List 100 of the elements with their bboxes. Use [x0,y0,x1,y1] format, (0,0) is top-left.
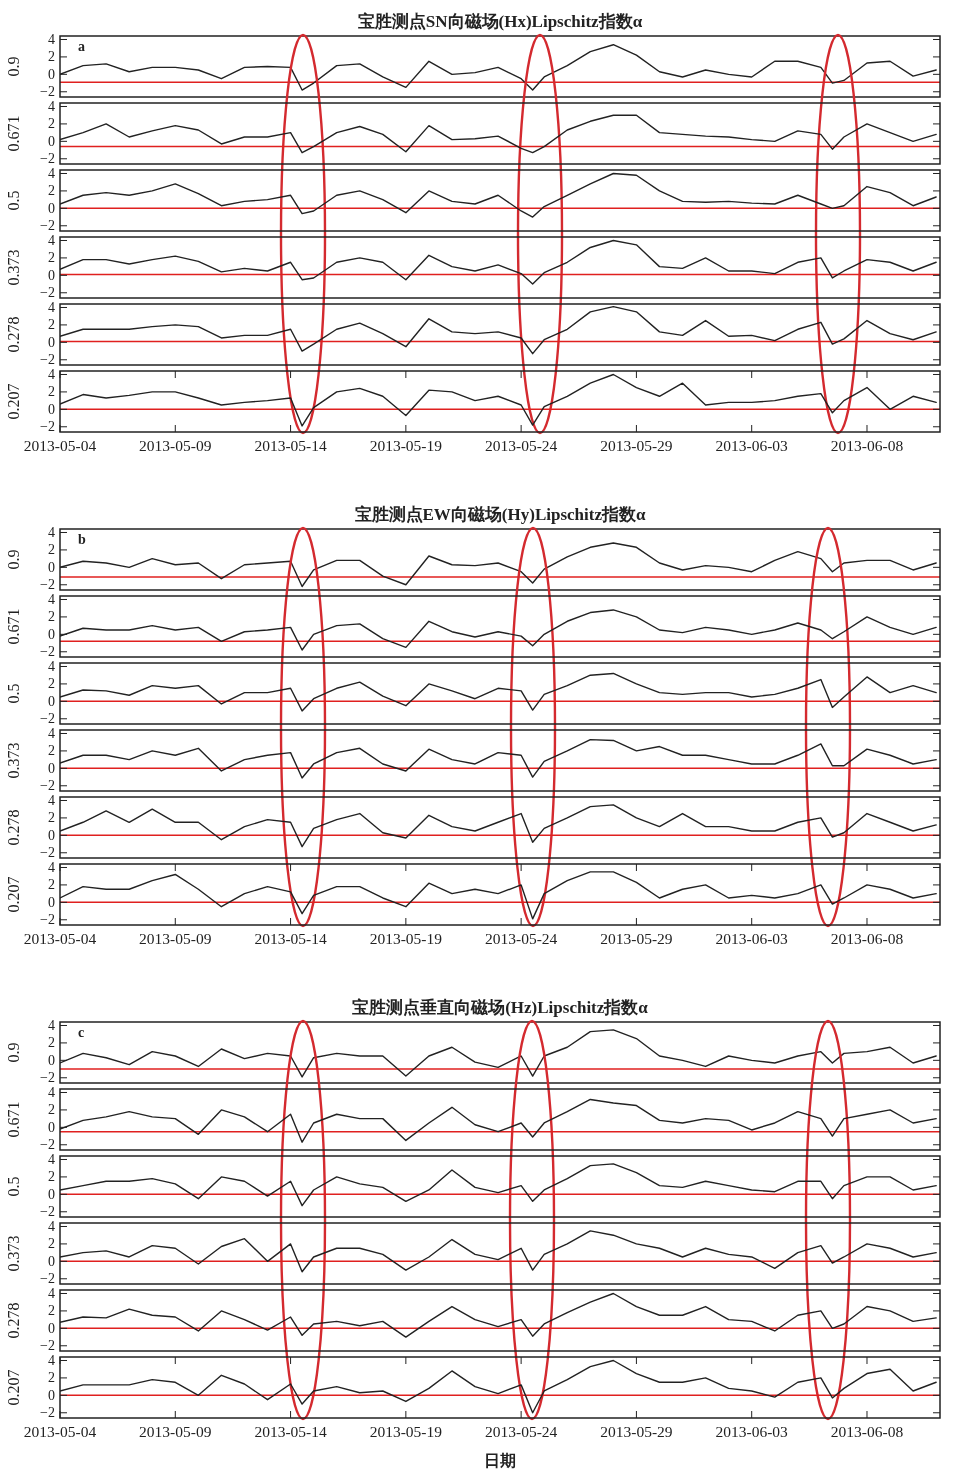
y-tick-label: 2 [48,1303,55,1319]
y-tick-label: −2 [40,419,55,435]
x-tick-label: 2013-05-29 [600,437,673,454]
y-tick-label: −2 [40,912,55,928]
y-tick-label: 0 [48,1253,55,1269]
x-tick-label: 2013-06-08 [830,1423,904,1440]
y-tick-label: 4 [48,725,55,741]
annotation: a [78,39,85,54]
y-axis-title: 0.207 [5,1369,22,1406]
y-axis-title: 0.5 [5,683,22,704]
y-axis-title: 0.9 [5,1042,22,1063]
x-tick-label: 2013-05-04 [23,1423,97,1440]
y-tick-label: 0 [48,401,55,417]
y-tick-label: 2 [48,1102,55,1118]
y-tick-label: 0 [48,334,55,350]
y-tick-label: 0 [48,133,55,149]
y-axis-title: 0.207 [5,876,22,913]
x-tick-label: 2013-05-24 [484,930,558,947]
y-tick-label: 0 [48,894,55,910]
y-tick-label: −2 [40,1204,55,1220]
y-tick-label: 4 [48,1151,55,1167]
y-tick-label: 0 [48,267,55,283]
y-tick-label: 2 [48,1370,55,1386]
y-tick-label: 4 [48,591,55,607]
x-tick-label: 2013-05-14 [254,930,327,947]
y-axis-title: 0.373 [5,742,22,779]
y-axis-title: 0.278 [5,1302,22,1339]
x-tick-label: 2013-05-14 [254,437,327,454]
chart-title: 宝胜测点SN向磁场(Hx)Lipschitz指数α [357,12,643,31]
x-tick-label: 2013-05-24 [484,1423,558,1440]
y-tick-label: −2 [40,778,55,794]
y-tick-label: −2 [40,84,55,100]
x-tick-label: 2013-05-19 [369,1423,443,1440]
x-tick-label: 2013-05-19 [369,437,443,454]
x-tick-label: 2013-06-03 [715,1423,789,1440]
y-tick-label: 4 [48,1218,55,1234]
annotation: b [78,532,86,547]
y-axis-title: 0.207 [5,383,22,420]
y-tick-label: 2 [48,1035,55,1051]
y-tick-label: 4 [48,31,55,47]
y-tick-label: 4 [48,1017,55,1033]
x-tick-label: 2013-05-09 [139,1423,212,1440]
y-tick-label: 4 [48,299,55,315]
y-axis-title: 0.671 [5,608,22,645]
y-tick-label: 0 [48,693,55,709]
x-tick-label: 2013-05-29 [600,1423,673,1440]
x-tick-label: 2013-05-04 [23,930,97,947]
y-tick-label: 2 [48,49,55,65]
x-tick-label: 2013-05-19 [369,930,443,947]
y-tick-label: 2 [48,317,55,333]
y-tick-label: 2 [48,676,55,692]
x-tick-label: 2013-05-04 [23,437,97,454]
y-tick-label: 4 [48,165,55,181]
y-tick-label: −2 [40,218,55,234]
x-axis-title: 日期 [484,1452,516,1469]
y-tick-label: 4 [48,658,55,674]
y-tick-label: −2 [40,1271,55,1287]
y-tick-label: −2 [40,845,55,861]
y-tick-label: 2 [48,609,55,625]
y-axis-title: 0.5 [5,1176,22,1197]
y-tick-label: 0 [48,626,55,642]
x-tick-label: 2013-06-03 [715,930,789,947]
y-tick-label: 2 [48,743,55,759]
y-tick-label: 4 [48,1352,55,1368]
y-tick-label: 4 [48,1285,55,1301]
y-tick-label: −2 [40,577,55,593]
y-tick-label: −2 [40,151,55,167]
y-tick-label: 0 [48,827,55,843]
y-tick-label: 2 [48,810,55,826]
y-tick-label: 4 [48,859,55,875]
x-tick-label: 2013-06-08 [830,437,904,454]
y-tick-label: 0 [48,1052,55,1068]
x-tick-label: 2013-06-03 [715,437,789,454]
annotation: c [78,1025,85,1040]
y-tick-label: 2 [48,384,55,400]
y-tick-label: −2 [40,1137,55,1153]
y-tick-label: 4 [48,524,55,540]
y-axis-title: 0.671 [5,1101,22,1138]
y-tick-label: −2 [40,1070,55,1086]
y-axis-title: 0.278 [5,316,22,353]
y-axis-title: 0.373 [5,249,22,286]
chart-title: 宝胜测点EW向磁场(Hy)Lipschitz指数α [354,505,646,524]
y-tick-label: 2 [48,116,55,132]
y-tick-label: 0 [48,66,55,82]
y-tick-label: 4 [48,98,55,114]
y-tick-label: 0 [48,1186,55,1202]
y-tick-label: 0 [48,1320,55,1336]
y-tick-label: 4 [48,232,55,248]
y-tick-label: −2 [40,352,55,368]
y-tick-label: 2 [48,877,55,893]
x-tick-label: 2013-05-14 [254,1423,327,1440]
y-axis-title: 0.9 [5,56,22,77]
y-tick-label: −2 [40,644,55,660]
chart-title: 宝胜测点垂直向磁场(Hz)Lipschitz指数α [352,998,649,1017]
y-tick-label: 2 [48,183,55,199]
y-tick-label: 2 [48,1236,55,1252]
y-tick-label: 2 [48,250,55,266]
y-tick-label: 4 [48,366,55,382]
y-axis-title: 0.5 [5,190,22,211]
x-tick-label: 2013-05-29 [600,930,673,947]
